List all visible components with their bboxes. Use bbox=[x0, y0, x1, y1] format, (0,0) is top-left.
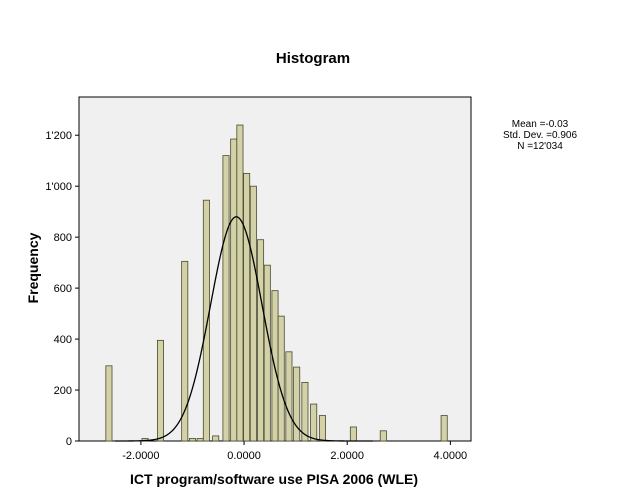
histogram-bar bbox=[301, 381, 309, 442]
histogram-bar bbox=[188, 438, 196, 442]
histogram-bar bbox=[379, 430, 387, 442]
histogram-bar bbox=[212, 435, 220, 442]
histogram-bar bbox=[230, 138, 238, 442]
histogram-bar bbox=[243, 173, 251, 442]
y-tick-label: 600 bbox=[54, 283, 72, 295]
x-tick-label: 2.0000 bbox=[330, 450, 364, 462]
y-tick-label: 1'000 bbox=[45, 181, 72, 193]
y-axis-label: Frequency bbox=[25, 232, 41, 303]
stats-n: N =12'034 bbox=[517, 141, 563, 152]
y-tick-label: 800 bbox=[54, 232, 72, 244]
histogram-bar bbox=[310, 403, 318, 442]
histogram-bar bbox=[293, 366, 301, 442]
histogram-bar bbox=[202, 199, 210, 442]
stats-mean: Mean =-0.03 bbox=[512, 119, 569, 130]
histogram-bar bbox=[440, 415, 448, 442]
histogram-bar bbox=[236, 124, 244, 442]
x-axis-label: ICT program/software use PISA 2006 (WLE) bbox=[130, 471, 418, 487]
y-tick-label: 400 bbox=[54, 334, 72, 346]
histogram-bar bbox=[349, 426, 357, 442]
x-tick-label: 0.0000 bbox=[227, 450, 261, 462]
histogram-bar bbox=[156, 339, 164, 442]
normal-curve bbox=[115, 216, 373, 442]
histogram-bar bbox=[249, 185, 257, 442]
histogram-bar bbox=[257, 239, 265, 442]
histogram-bar bbox=[277, 315, 285, 442]
stats-std-dev: Std. Dev. =0.906 bbox=[503, 130, 577, 141]
histogram-bar bbox=[285, 351, 293, 442]
histogram-bar bbox=[263, 264, 271, 442]
y-tick-label: 200 bbox=[54, 385, 72, 397]
x-axis: -2.0000 0.0000 2.0000 4.0000 bbox=[122, 441, 467, 462]
x-tick-label: -2.0000 bbox=[122, 450, 159, 462]
histogram-bar bbox=[222, 155, 230, 442]
histogram-bar bbox=[318, 415, 326, 442]
x-tick-label: 4.0000 bbox=[434, 450, 468, 462]
histogram-bar bbox=[105, 365, 113, 442]
y-tick-label: 1'200 bbox=[45, 130, 72, 142]
chart-title: Histogram bbox=[276, 50, 350, 67]
histogram-bar bbox=[181, 260, 189, 442]
y-tick-label: 0 bbox=[66, 436, 72, 448]
y-axis: 0 200 400 600 800 1'000 1'200 bbox=[45, 130, 79, 448]
histogram-bar bbox=[196, 438, 204, 442]
stats-box: Mean =-0.03 Std. Dev. =0.906 N =12'034 bbox=[503, 119, 577, 152]
